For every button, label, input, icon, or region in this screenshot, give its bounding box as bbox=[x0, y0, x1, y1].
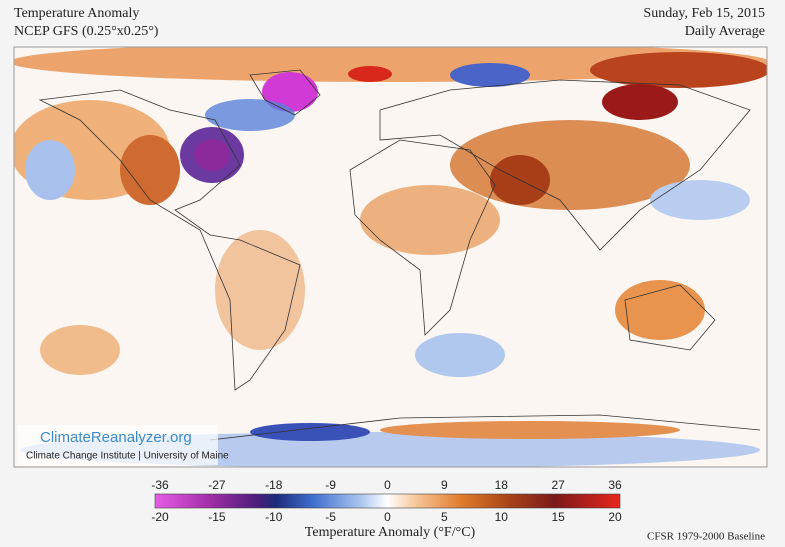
colorbar-ticks: -36 -27 -18 -9 0 9 18 27 36 -20 -15 -10 -5 0 5 10 15 20 bbox=[151, 478, 622, 524]
fahrenheit-tick-label: 0 bbox=[384, 478, 391, 492]
celsius-tick-label: 5 bbox=[441, 510, 448, 524]
fahrenheit-tick-label: -36 bbox=[151, 478, 169, 492]
map bbox=[14, 47, 767, 467]
logo-backdrop bbox=[18, 425, 218, 465]
model: NCEP GFS (0.25°x0.25°) bbox=[14, 24, 159, 39]
fahrenheit-tick-label: 27 bbox=[551, 478, 565, 492]
fahrenheit-tick-label: 36 bbox=[608, 478, 622, 492]
celsius-tick-label: -20 bbox=[151, 510, 169, 524]
celsius-tick-label: 15 bbox=[551, 510, 565, 524]
fahrenheit-tick-label: 9 bbox=[441, 478, 448, 492]
fahrenheit-tick-label: -9 bbox=[325, 478, 336, 492]
celsius-tick-label: 0 bbox=[384, 510, 391, 524]
period: Daily Average bbox=[685, 24, 765, 39]
celsius-tick-label: -15 bbox=[208, 510, 226, 524]
fahrenheit-tick-label: -27 bbox=[208, 478, 226, 492]
logo-institution: Climate Change Institute | University of… bbox=[26, 451, 229, 462]
logo-name: ClimateReanalyzer.org bbox=[40, 429, 192, 446]
celsius-tick-label: 20 bbox=[608, 510, 622, 524]
fahrenheit-tick-label: -18 bbox=[265, 478, 283, 492]
celsius-tick-label: -10 bbox=[265, 510, 283, 524]
celsius-tick-label: -5 bbox=[325, 510, 336, 524]
date: Sunday, Feb 15, 2015 bbox=[643, 6, 765, 21]
fahrenheit-tick-label: 18 bbox=[495, 478, 509, 492]
colorbar-label: Temperature Anomaly (°F/°C) bbox=[305, 525, 476, 540]
celsius-tick-label: 10 bbox=[495, 510, 509, 524]
title: Temperature Anomaly bbox=[14, 6, 139, 21]
colorbar bbox=[154, 493, 621, 509]
baseline: CFSR 1979-2000 Baseline bbox=[647, 531, 765, 543]
map-frame bbox=[13, 46, 768, 468]
